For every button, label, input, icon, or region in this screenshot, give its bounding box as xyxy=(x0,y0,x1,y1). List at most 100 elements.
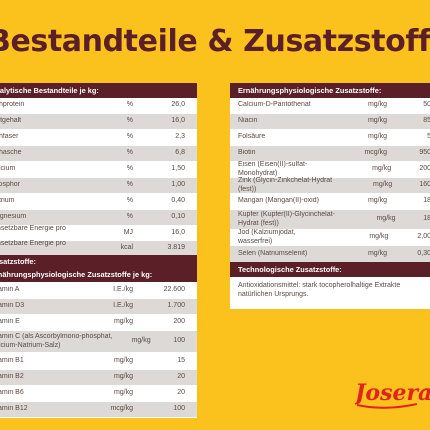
row-value: 20 xyxy=(177,373,185,381)
row-value: 0,40 xyxy=(171,197,185,205)
row-value: 950 xyxy=(419,149,430,157)
additives-header: Zusatzstoffe: xyxy=(0,255,197,268)
table-row: Calcium% 1,50 xyxy=(0,162,197,178)
row-value: 15 xyxy=(177,356,185,364)
table-row: Jod (Kalziumjodat, wasserfrei) mg/kg 2,00 xyxy=(230,229,430,246)
row-unit: mg/kg xyxy=(367,117,387,125)
row-value: 26,0 xyxy=(171,101,185,109)
row-name: Magnesium xyxy=(0,213,27,221)
table-row: Rohfaser% 2,3 xyxy=(0,130,197,146)
row-name: Jod (Kalziumjodat, wasserfrei) xyxy=(238,229,296,245)
row-name: Umsetzbare Energie pro kg xyxy=(0,224,66,232)
table-row: Niacin mg/kg 85 xyxy=(230,114,430,130)
row-name: Umsetzbare Energie pro kg xyxy=(0,240,66,247)
nutritional-left-rows: Vitamin A I.E./kg 22.600 Vitamin D3 I.E./kg 1… xyxy=(0,282,197,418)
table-row: Eisen (Eisen(II)-sulfat-Monohydrat) mg/kg… xyxy=(230,161,430,178)
row-name: Vitamin A xyxy=(0,285,20,293)
row-unit: mg/kg xyxy=(369,233,389,241)
table-row: Folsäure mg/kg 5 xyxy=(230,130,430,146)
row-unit: mg/kg xyxy=(367,197,387,205)
row-value: 20 xyxy=(177,389,185,397)
table-row: Vitamin B2 mg/kg 20 xyxy=(0,370,197,386)
row-value: 85 xyxy=(423,117,430,125)
technological-note: Antioxidationsmittel: stark tocopherolha… xyxy=(230,277,430,309)
table-row: Kupfer (Kupfer(II)-Glycinchelat-Hydrat (… xyxy=(230,210,430,230)
row-value: 160 xyxy=(419,181,430,189)
table-row: Vitamin B1 mg/kg 15 xyxy=(0,353,197,370)
nutritional-right-table: Ernährungsphysiologische Zusatzstoffe: C… xyxy=(230,83,430,263)
row-name: Biotin xyxy=(238,149,256,157)
row-value: 22.600 xyxy=(163,285,185,293)
row-value: 16,0 xyxy=(171,117,185,125)
table-row: Vitamin A I.E./kg 22.600 xyxy=(0,282,197,299)
row-unit: I.E./kg xyxy=(113,285,133,293)
table-row: Vitamin B12 mcg/kg 100 xyxy=(0,402,197,418)
row-value: 18 xyxy=(423,215,430,223)
table-row: Umsetzbare Energie pro kg MJ 16,0 xyxy=(0,224,197,241)
row-unit: % xyxy=(126,165,133,173)
row-name: Natrium xyxy=(0,197,15,205)
analytical-header: Analytische Bestandteile je kg: xyxy=(0,83,197,98)
row-value: 16,0 xyxy=(171,228,185,236)
row-value: 200 xyxy=(173,318,185,326)
row-name: Eisen (Eisen(II)-sulfat-Monohydrat) xyxy=(238,161,308,177)
row-value: 18 xyxy=(423,197,430,205)
row-name: Vitamin B2 xyxy=(0,373,24,381)
row-unit: mg/kg xyxy=(131,337,151,345)
row-value: 1,00 xyxy=(171,181,185,189)
row-name: Rohfaser xyxy=(0,133,19,141)
row-unit: % xyxy=(126,117,133,125)
table-row: Vitamin C (als Ascorbylmono-phosphat, Ca… xyxy=(0,331,197,353)
row-unit: % xyxy=(126,101,133,109)
nutritional-left-header: Ernährungsphysiologische Zusatzstoffe je… xyxy=(0,268,197,282)
table-row: Biotin mcg/kg 950 xyxy=(230,146,430,162)
row-unit: mg/kg xyxy=(113,356,133,364)
table-row: Vitamin D3 I.E./kg 1.700 xyxy=(0,299,197,315)
table-row: Vitamin B6 mg/kg 20 xyxy=(0,386,197,402)
table-row: Mangan (Mangan(II)-oxid) mg/kg 18 xyxy=(230,194,430,210)
row-unit: mg/kg xyxy=(113,318,133,326)
table-row: Rohasche% 6,8 xyxy=(0,146,197,162)
row-value: 1.700 xyxy=(167,302,185,310)
row-unit: % xyxy=(126,133,133,141)
row-unit: kcal xyxy=(120,244,134,252)
table-row: Rohprotein% 26,0 xyxy=(0,98,197,114)
table-row: Selen (Natriumselenit) mg/kg 0,30 xyxy=(230,246,430,263)
row-value: 2,00 xyxy=(417,233,430,241)
row-name: Zink (Glycin-Zinkchelat-Hydrat (fest)) xyxy=(238,177,333,193)
table-row: Vitamin E mg/kg 200 xyxy=(0,315,197,331)
row-name: Calcium xyxy=(0,165,16,173)
row-name: Vitamin B1 xyxy=(0,356,24,364)
table-row: Zink (Glycin-Zinkchelat-Hydrat (fest)) mg… xyxy=(230,177,430,194)
row-unit: mg/kg xyxy=(367,101,387,109)
row-name: Vitamin E xyxy=(0,318,20,326)
row-value: 100 xyxy=(173,337,185,345)
row-name: Vitamin C (als Ascorbylmono-phosphat, Ca… xyxy=(0,333,113,349)
table-row: Phosphor% 1,00 xyxy=(0,178,197,194)
row-unit: % xyxy=(126,213,133,221)
row-value: 100 xyxy=(173,405,185,413)
row-unit: mg/kg xyxy=(367,249,387,257)
row-unit: mg/kg xyxy=(113,389,133,397)
table-row: Magnesium% 0,10 xyxy=(0,210,197,226)
technological-header: Technologische Zusatzstoffe: xyxy=(230,262,430,277)
row-unit: mg/kg xyxy=(113,373,133,381)
row-name: Niacin xyxy=(238,117,258,125)
additives-table: Zusatzstoffe: Ernährungsphysiologische Z… xyxy=(0,255,197,418)
technological-table: Technologische Zusatzstoffe: Antioxidati… xyxy=(230,262,430,309)
row-name: Vitamin D3 xyxy=(0,302,25,310)
row-unit: mg/kg xyxy=(372,165,392,173)
row-name: Rohprotein xyxy=(0,101,25,109)
josera-logo: Josera xyxy=(355,380,430,409)
row-unit: % xyxy=(126,149,133,157)
svg-text:Josera: Josera xyxy=(355,380,430,406)
row-name: Mangan (Mangan(II)-oxid) xyxy=(238,197,319,205)
nutritional-right-header: Ernährungsphysiologische Zusatzstoffe: xyxy=(230,83,430,98)
row-value: 1,50 xyxy=(171,165,185,173)
row-value: 5 xyxy=(427,133,430,141)
row-value: 2,3 xyxy=(175,133,185,141)
row-unit: I.E./kg xyxy=(113,302,133,310)
row-name: Vitamin B12 xyxy=(0,405,28,413)
page-title: Bestandteile & Zusatzstoffe xyxy=(0,24,430,59)
row-name: Calcium-D-Pantothenat xyxy=(238,101,311,109)
